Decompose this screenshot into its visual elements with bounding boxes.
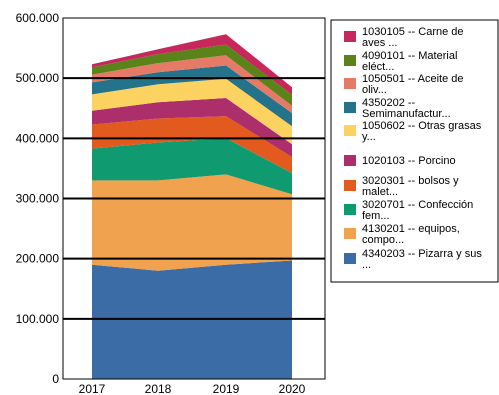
chart-areas [92,34,292,379]
legend-label: 3020701 -- Confección [362,199,473,211]
x-axis-ticks: 2017 2018 2019 2020 [79,382,306,395]
legend-swatch [344,102,356,113]
legend-label: 4340203 -- Pizarra y sus [362,248,482,260]
legend-swatch [344,204,356,215]
y-tick-label: 0 [52,372,59,386]
legend-label: malet... [362,186,398,198]
area-series-2 [92,138,292,195]
area-series-7 [92,55,292,114]
area-series-4 [92,98,292,157]
y-axis-ticks: 0 100.000 200.000 300.000 400.000 500.000 600.… [16,11,60,386]
area-series-6 [92,65,292,127]
x-tick-label: 2018 [145,382,172,395]
x-tick-label: 2019 [213,382,240,395]
legend-label: 4090101 -- Material [362,50,457,62]
legend-frame [330,19,499,283]
legend-swatch [344,78,356,89]
legend-label: 1050501 -- Aceite de [362,73,464,85]
x-tick-label: 2020 [279,382,306,395]
legend-label: 4130201 -- equipos, [362,223,460,235]
legend-label: compo... [362,234,404,246]
area-series-5 [92,78,292,145]
legend-label: 1050602 -- Otras grasas [362,120,482,132]
legend-label: 4350202 -- [362,97,416,109]
y-tick-label: 400.000 [16,131,60,145]
legend-label: 1030105 -- Carne de [362,26,464,38]
y-tick-label: 500.000 [16,71,60,85]
legend-label: y... [362,131,376,143]
legend-swatch [344,155,356,166]
legend-label: Semimanufactur... [362,108,451,120]
area-series-9 [92,34,292,95]
y-tick-label: 300.000 [16,192,60,206]
legend-swatch [344,228,356,239]
area-series-8 [92,44,292,106]
y-tick-label: 200.000 [16,252,60,266]
y-tick-label: 100.000 [16,312,60,326]
legend-label: 1020103 -- Porcino [362,155,456,167]
chart-gridlines [63,77,325,320]
legend-label: aves ... [362,37,397,49]
plot-frame [62,17,326,380]
legend-label: fem... [362,210,390,222]
legend-label: eléct... [362,61,394,73]
area-series-1 [92,174,292,271]
legend-label: ... [362,259,371,271]
legend-swatch [344,55,356,66]
legend-label: 3020301 -- bolsos y [362,175,459,187]
x-tick-label: 2017 [79,382,106,395]
legend-swatch [344,180,356,191]
y-tick-label: 600.000 [16,11,60,25]
legend-label: oliv... [362,84,387,96]
legend-swatch [344,125,356,136]
legend-swatch [344,31,356,42]
area-series-3 [92,116,292,174]
legend-swatch [344,253,356,264]
